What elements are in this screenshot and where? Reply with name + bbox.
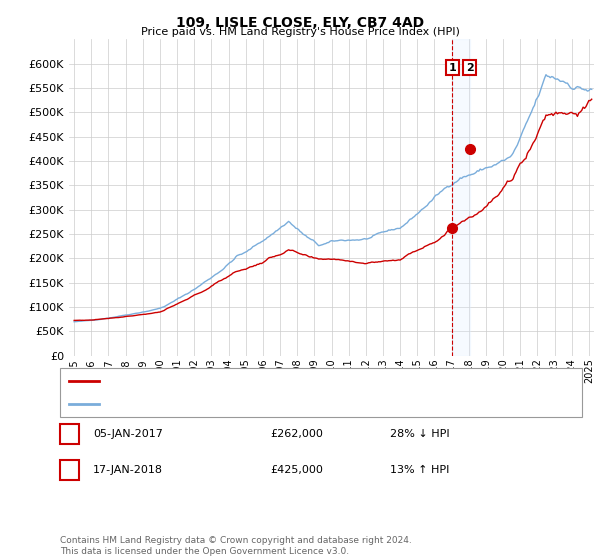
Text: 2: 2 xyxy=(466,63,473,73)
Text: 28% ↓ HPI: 28% ↓ HPI xyxy=(390,429,449,439)
Text: 1: 1 xyxy=(65,427,74,441)
Text: 109, LISLE CLOSE, ELY, CB7 4AD (detached house): 109, LISLE CLOSE, ELY, CB7 4AD (detached… xyxy=(105,376,386,386)
Text: 1: 1 xyxy=(448,63,456,73)
Text: £425,000: £425,000 xyxy=(270,465,323,475)
Text: 17-JAN-2018: 17-JAN-2018 xyxy=(93,465,163,475)
Text: £262,000: £262,000 xyxy=(270,429,323,439)
Text: Price paid vs. HM Land Registry's House Price Index (HPI): Price paid vs. HM Land Registry's House … xyxy=(140,27,460,37)
Text: 109, LISLE CLOSE, ELY, CB7 4AD: 109, LISLE CLOSE, ELY, CB7 4AD xyxy=(176,16,424,30)
Text: 13% ↑ HPI: 13% ↑ HPI xyxy=(390,465,449,475)
Text: HPI: Average price, detached house, East Cambridgeshire: HPI: Average price, detached house, East… xyxy=(105,399,427,409)
Bar xyxy=(452,39,470,356)
Text: Contains HM Land Registry data © Crown copyright and database right 2024.
This d: Contains HM Land Registry data © Crown c… xyxy=(60,536,412,556)
Text: 2: 2 xyxy=(65,464,74,477)
Text: 05-JAN-2017: 05-JAN-2017 xyxy=(93,429,163,439)
